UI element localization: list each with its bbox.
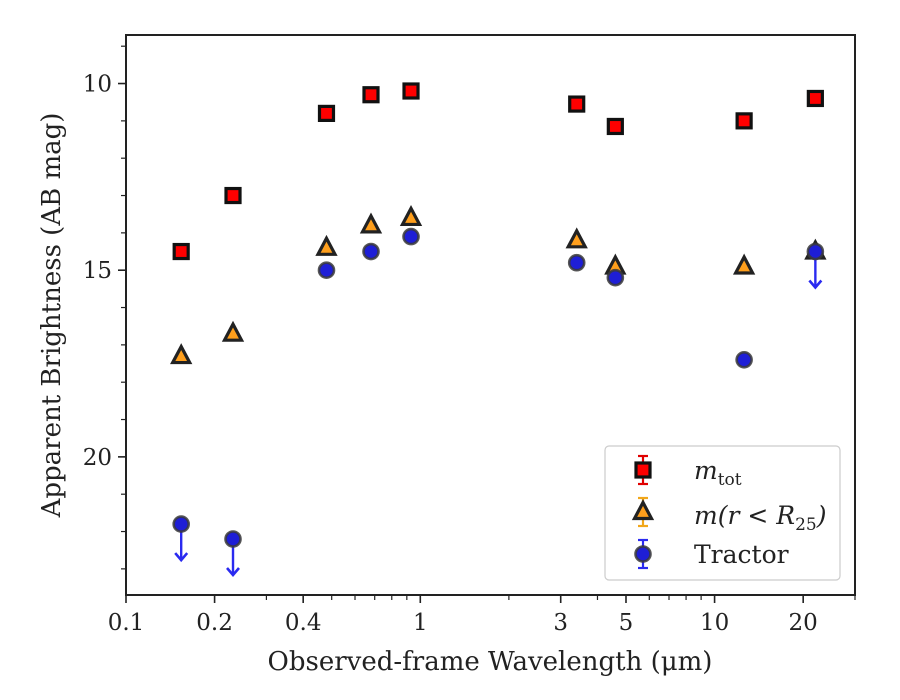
x-tick-label-6: 10 bbox=[700, 610, 729, 636]
x-axis: 0.1 0.2 0.4 1 3 5 10 20 bbox=[108, 595, 856, 636]
legend-entry-mtot: mtot bbox=[694, 456, 742, 490]
point-mr25-3 bbox=[359, 212, 383, 234]
point-mtot-5 bbox=[568, 95, 586, 113]
y-axis-label: Apparent Brightness (AB mag) bbox=[37, 113, 67, 519]
point-tractor-1 bbox=[224, 530, 242, 548]
legend-entry-mr25: m(r < R25) bbox=[694, 501, 826, 535]
x-tick-label-3: 1 bbox=[413, 610, 428, 636]
upper-limit-arrow-tractor-8-head bbox=[808, 279, 823, 290]
legend-marker-mtot bbox=[634, 461, 652, 479]
point-mtot-0 bbox=[172, 242, 190, 261]
x-tick-label-1: 0.2 bbox=[196, 610, 233, 636]
point-mr25-4 bbox=[399, 205, 423, 227]
upper-limit-arrow-tractor-0-head bbox=[174, 552, 189, 563]
point-mr25-7 bbox=[732, 253, 756, 275]
y-tick-label-2: 20 bbox=[83, 445, 112, 471]
legend-marker-tractor bbox=[634, 545, 652, 563]
point-tractor-7 bbox=[735, 350, 753, 369]
legend-mtot-sub: tot bbox=[718, 470, 742, 490]
series-tractor bbox=[172, 227, 825, 577]
plot-frame bbox=[125, 34, 856, 596]
point-mtot-7 bbox=[735, 112, 753, 130]
x-tick-label-0: 0.1 bbox=[108, 610, 145, 636]
point-mtot-3 bbox=[362, 86, 380, 104]
legend-entry-tractor: Tractor bbox=[694, 540, 789, 569]
legend-mr25-sub: 25 bbox=[795, 515, 817, 535]
point-mtot-6 bbox=[606, 117, 624, 136]
legend: mtot m(r < R25) Tractor bbox=[604, 445, 841, 581]
x-tick-label-7: 20 bbox=[789, 610, 818, 636]
y-tick-label-0: 10 bbox=[83, 72, 112, 98]
point-mtot-4 bbox=[402, 82, 420, 100]
point-mtot-2 bbox=[317, 104, 336, 123]
point-tractor-8 bbox=[806, 242, 825, 261]
y-tick-label-1: 15 bbox=[83, 258, 112, 284]
legend-mtot-main: m bbox=[694, 456, 718, 485]
point-mr25-0 bbox=[170, 343, 193, 365]
series-mr25 bbox=[170, 205, 827, 365]
legend-marker-mr25 bbox=[631, 499, 655, 521]
point-tractor-4 bbox=[402, 227, 420, 246]
point-mtot-8 bbox=[806, 89, 824, 108]
upper-limit-arrow-tractor-1-head bbox=[226, 567, 240, 577]
series-mtot bbox=[172, 82, 824, 261]
point-tractor-0 bbox=[172, 515, 190, 533]
x-tick-label-2: 0.4 bbox=[285, 610, 322, 636]
legend-markers bbox=[631, 454, 655, 570]
legend-mr25-main: m(r < R bbox=[694, 501, 795, 530]
point-mr25-2 bbox=[315, 234, 338, 256]
point-tractor-3 bbox=[362, 242, 380, 261]
point-tractor-6 bbox=[606, 268, 625, 287]
point-mr25-5 bbox=[565, 227, 588, 249]
point-tractor-2 bbox=[317, 261, 336, 280]
legend-mr25-close: ) bbox=[816, 501, 827, 530]
x-axis-label: Observed-frame Wavelength (μm) bbox=[268, 647, 713, 677]
plot-marks bbox=[170, 82, 827, 577]
point-mr25-1 bbox=[221, 320, 245, 342]
point-mtot-1 bbox=[224, 186, 242, 205]
x-tick-label-5: 5 bbox=[619, 610, 634, 636]
y-axis: 10 15 20 bbox=[83, 45, 126, 570]
legend-frame bbox=[604, 445, 841, 581]
point-tractor-5 bbox=[567, 253, 586, 272]
x-tick-label-4: 3 bbox=[553, 610, 568, 636]
